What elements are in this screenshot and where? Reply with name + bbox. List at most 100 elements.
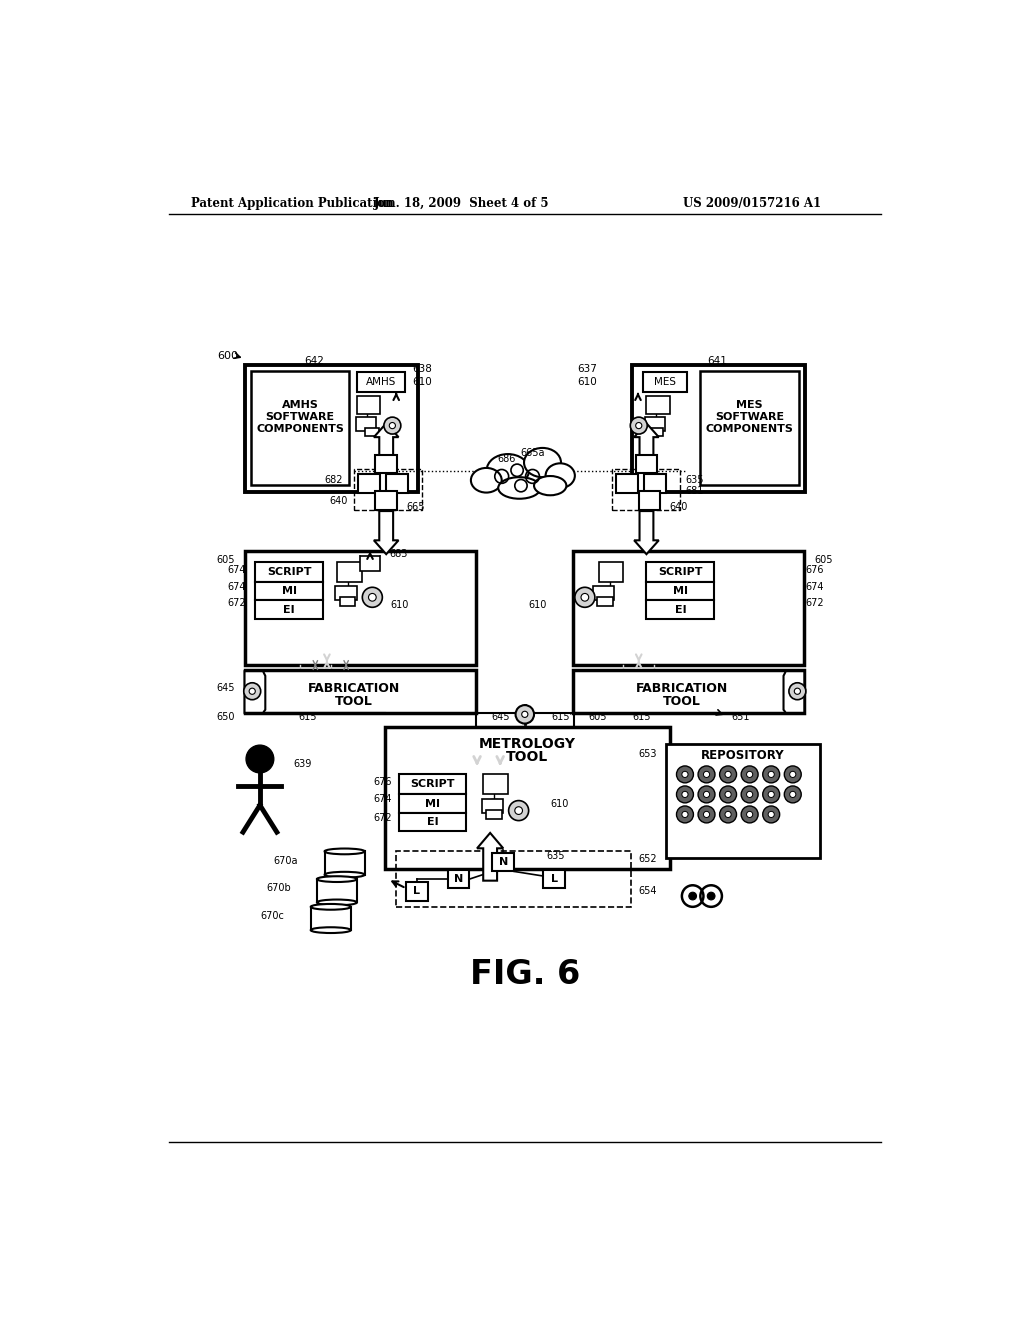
- Text: 674: 674: [227, 565, 246, 574]
- Text: MES: MES: [736, 400, 763, 409]
- Circle shape: [720, 807, 736, 822]
- Text: 605: 605: [217, 556, 236, 565]
- Bar: [376, 455, 397, 474]
- Text: 653: 653: [639, 750, 657, 759]
- Text: 672: 672: [373, 813, 392, 822]
- Circle shape: [362, 587, 382, 607]
- Text: FIG. 6: FIG. 6: [470, 958, 580, 991]
- Text: 676: 676: [805, 565, 823, 574]
- Text: EI: EI: [427, 817, 438, 828]
- Circle shape: [768, 812, 774, 817]
- Bar: [645, 417, 665, 430]
- Ellipse shape: [524, 447, 561, 478]
- Text: 683: 683: [389, 549, 408, 560]
- Bar: [255, 582, 323, 601]
- Polygon shape: [245, 671, 265, 713]
- Text: 610: 610: [528, 601, 547, 610]
- Ellipse shape: [325, 849, 365, 854]
- Text: N: N: [645, 495, 654, 506]
- Ellipse shape: [535, 477, 566, 495]
- Text: EI: EI: [675, 605, 686, 615]
- Circle shape: [703, 812, 710, 817]
- Bar: [340, 597, 355, 606]
- Text: 645: 645: [490, 713, 509, 722]
- Text: AMHS: AMHS: [282, 400, 318, 409]
- Bar: [646, 601, 714, 619]
- Text: REPOSITORY: REPOSITORY: [700, 748, 784, 762]
- Bar: [251, 371, 349, 484]
- Text: N: N: [454, 874, 463, 884]
- Bar: [611, 470, 680, 510]
- Bar: [316, 879, 357, 903]
- Text: COMPONENTS: COMPONENTS: [256, 425, 344, 434]
- Ellipse shape: [471, 467, 502, 492]
- Circle shape: [677, 785, 693, 803]
- Bar: [483, 775, 508, 795]
- Circle shape: [763, 807, 779, 822]
- Text: SCRIPT: SCRIPT: [658, 566, 702, 577]
- Text: 674: 674: [227, 582, 246, 591]
- Bar: [646, 582, 714, 601]
- Text: 610: 610: [413, 376, 432, 387]
- Bar: [366, 428, 379, 436]
- Bar: [486, 810, 502, 818]
- Circle shape: [720, 766, 736, 783]
- Bar: [649, 428, 663, 436]
- Text: 682: 682: [325, 475, 343, 486]
- Text: N: N: [392, 478, 401, 488]
- Bar: [639, 491, 660, 510]
- Text: 674: 674: [805, 582, 823, 591]
- Ellipse shape: [316, 876, 357, 882]
- Circle shape: [725, 792, 731, 797]
- Circle shape: [725, 771, 731, 777]
- Circle shape: [790, 792, 796, 797]
- Circle shape: [703, 792, 710, 797]
- Text: 670a: 670a: [273, 855, 298, 866]
- Bar: [636, 455, 657, 474]
- Polygon shape: [374, 511, 398, 554]
- Text: TOOL: TOOL: [506, 751, 548, 764]
- Bar: [386, 474, 408, 492]
- Bar: [643, 372, 686, 392]
- Text: L: L: [414, 887, 421, 896]
- Text: 645: 645: [217, 684, 236, 693]
- Circle shape: [746, 771, 753, 777]
- Text: 637: 637: [578, 364, 597, 375]
- Text: 654: 654: [639, 887, 657, 896]
- Text: 605': 605': [588, 713, 609, 722]
- Circle shape: [746, 812, 753, 817]
- Ellipse shape: [310, 904, 351, 909]
- Circle shape: [369, 594, 376, 601]
- Text: 600: 600: [217, 351, 238, 360]
- Bar: [255, 562, 323, 582]
- Circle shape: [741, 785, 758, 803]
- Bar: [398, 795, 466, 813]
- Circle shape: [698, 766, 715, 783]
- Bar: [310, 907, 351, 931]
- Circle shape: [790, 771, 796, 777]
- Text: 686: 686: [498, 454, 516, 463]
- Circle shape: [521, 711, 528, 718]
- Text: METROLOGY: METROLOGY: [478, 737, 575, 751]
- Text: 642: 642: [304, 356, 324, 366]
- Text: 638: 638: [413, 364, 432, 375]
- Bar: [646, 562, 714, 582]
- Text: TOOL: TOOL: [335, 694, 373, 708]
- Bar: [360, 556, 380, 572]
- Text: 672: 672: [227, 598, 246, 609]
- Ellipse shape: [316, 899, 357, 906]
- Text: L: L: [366, 478, 373, 488]
- Text: 665: 665: [407, 502, 425, 512]
- Text: MI: MI: [673, 586, 688, 597]
- Circle shape: [689, 892, 696, 900]
- Bar: [666, 743, 819, 858]
- Circle shape: [244, 682, 261, 700]
- Text: L: L: [643, 459, 650, 469]
- Text: SCRIPT: SCRIPT: [411, 779, 455, 789]
- Text: 665a: 665a: [520, 447, 545, 458]
- Text: 681: 681: [685, 486, 703, 496]
- Text: 639: 639: [294, 759, 312, 768]
- Bar: [336, 586, 357, 599]
- Text: 610: 610: [550, 799, 568, 809]
- Circle shape: [682, 792, 688, 797]
